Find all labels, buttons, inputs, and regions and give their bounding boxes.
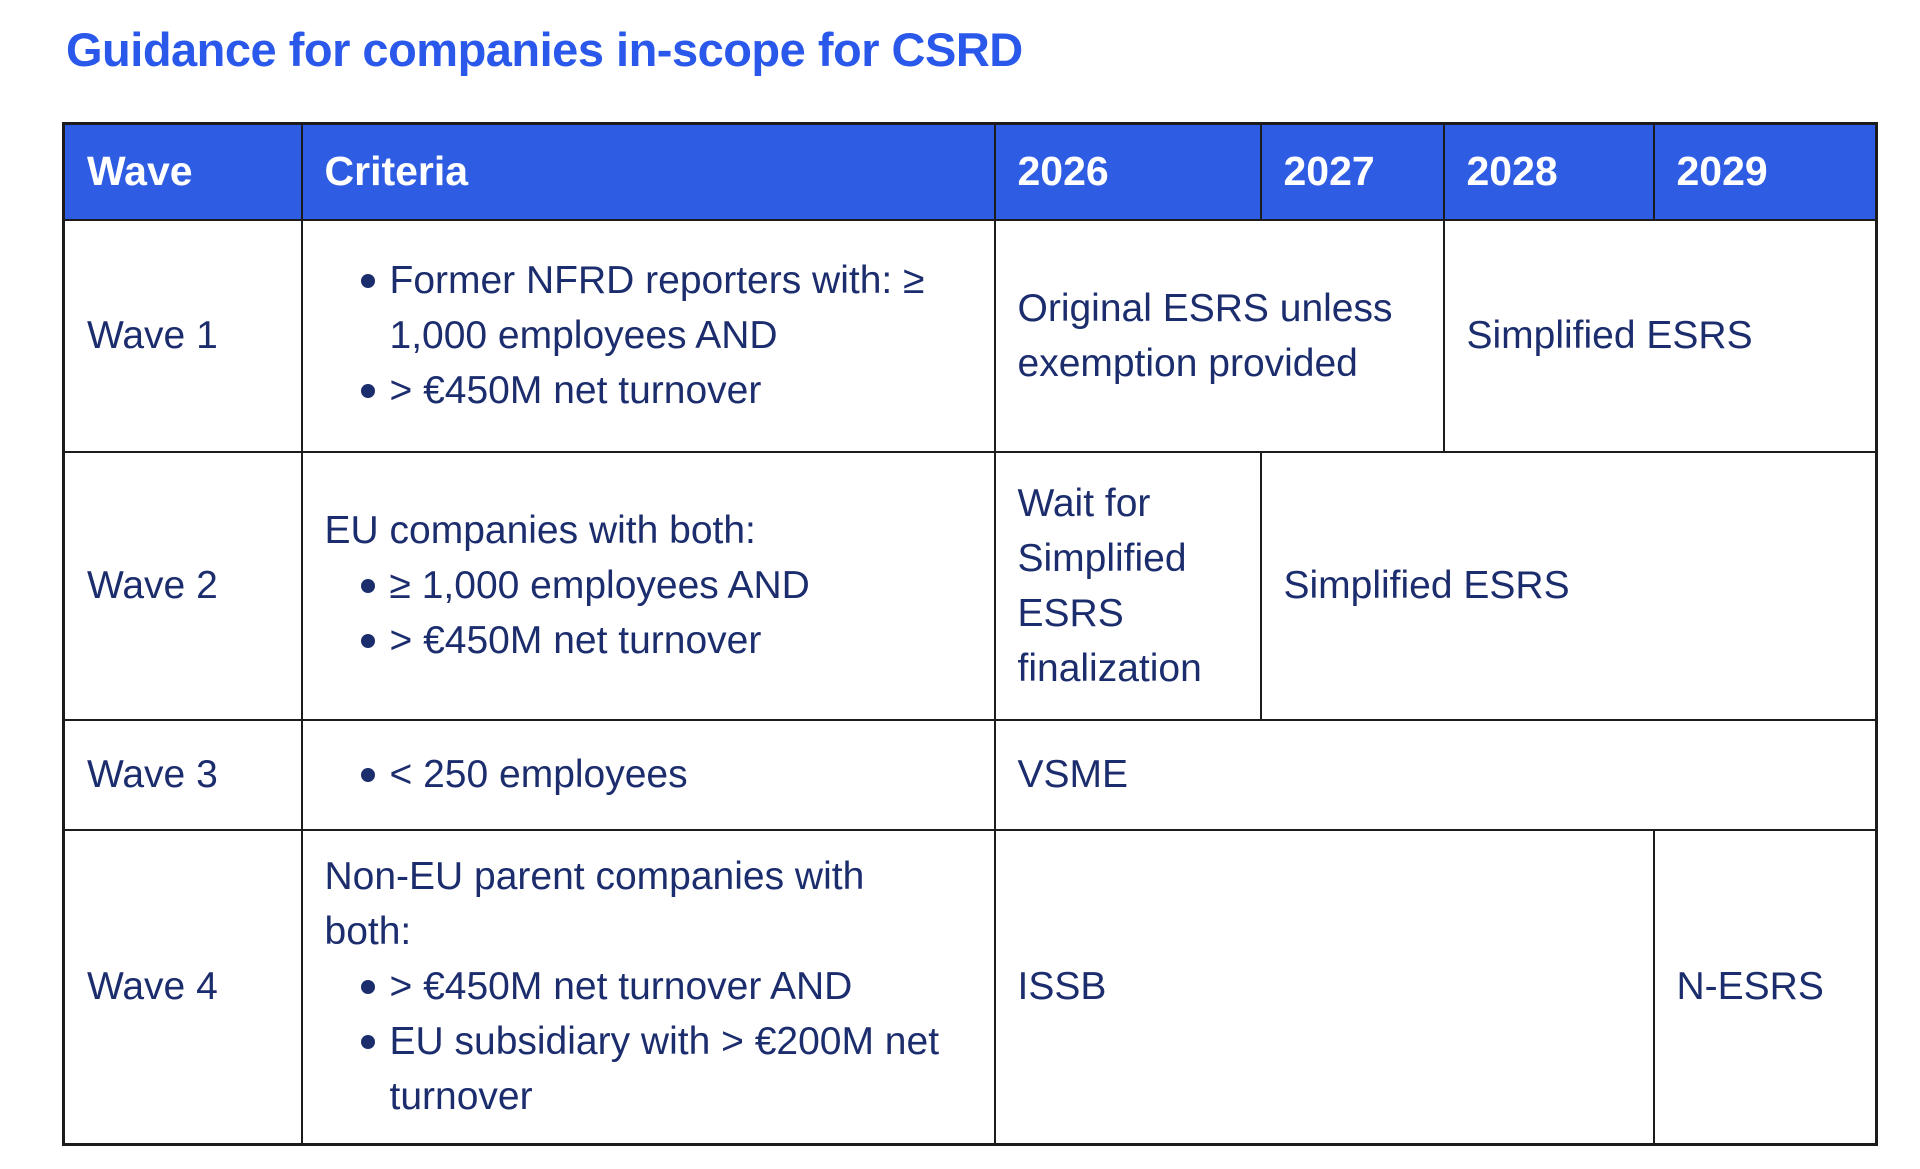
criteria-bullet: EU subsidiary with > €200M net turnover (360, 1014, 974, 1124)
criteria-bullet-text: < 250 employees (389, 753, 688, 796)
criteria-bullet-text: ≥ 1,000 employees AND (389, 564, 810, 607)
table-row: Wave 4 Non-EU parent companies with both… (62, 828, 1878, 1146)
wave-3-timeline-2026-2029: VSME (993, 718, 1878, 831)
table-header-row: Wave Criteria 2026 2027 2028 2029 (62, 122, 1878, 221)
criteria-bullet: > €450M net turnover (360, 363, 974, 418)
page-title: Guidance for companies in-scope for CSRD (66, 23, 1023, 76)
criteria-bullet-text: > €450M net turnover AND (389, 965, 853, 1009)
bullet-icon (360, 768, 375, 782)
criteria-intro: EU companies with both: (324, 509, 756, 552)
table-row: Wave 2 EU companies with both: ≥ 1,000 e… (62, 450, 1878, 721)
wave-3-label: Wave 3 (62, 718, 303, 831)
column-header-2029: 2029 (1652, 122, 1878, 221)
csrd-timeline-table: Wave Criteria 2026 2027 2028 2029 Wave 1… (62, 122, 1878, 1146)
bullet-icon (360, 274, 375, 288)
column-header-wave: Wave (62, 122, 303, 221)
wave-1-criteria: Former NFRD reporters with: ≥ 1,000 empl… (300, 218, 996, 453)
wave-4-criteria: Non-EU parent companies with both: > €45… (300, 828, 996, 1146)
wave-2-criteria: EU companies with both: ≥ 1,000 employee… (300, 450, 996, 721)
criteria-bullet: > €450M net turnover (360, 613, 974, 668)
criteria-bullet-text: Former NFRD reporters with: ≥ 1,000 empl… (389, 259, 925, 357)
wave-2-label: Wave 2 (62, 450, 303, 721)
wave-4-timeline-2026-2028: ISSB (993, 828, 1655, 1146)
column-header-2027: 2027 (1259, 122, 1445, 221)
wave-2-timeline-2027-2029: Simplified ESRS (1259, 450, 1878, 721)
criteria-bullet: < 250 employees (360, 747, 974, 802)
bullet-icon (360, 1035, 375, 1050)
wave-3-criteria: < 250 employees (300, 718, 996, 831)
wave-2-timeline-2026: Wait for Simplified ESRS finalization (993, 450, 1262, 721)
criteria-bullet-text: > €450M net turnover (389, 619, 762, 662)
column-header-criteria: Criteria (300, 122, 996, 221)
column-header-2028: 2028 (1442, 122, 1655, 221)
criteria-bullet: Former NFRD reporters with: ≥ 1,000 empl… (360, 253, 974, 363)
table-row: Wave 3 < 250 employees VSME (62, 718, 1878, 831)
bullet-icon (360, 980, 375, 995)
wave-1-timeline-2028-2029: Simplified ESRS (1442, 218, 1878, 453)
column-header-2026: 2026 (993, 122, 1262, 221)
criteria-intro: Non-EU parent companies with both: (324, 855, 865, 954)
wave-4-timeline-2029: N-ESRS (1652, 828, 1878, 1146)
wave-4-label: Wave 4 (62, 828, 303, 1146)
bullet-icon (360, 579, 375, 593)
wave-1-label: Wave 1 (62, 218, 303, 453)
criteria-bullet-text: > €450M net turnover (389, 369, 762, 412)
wave-1-timeline-2026-2027: Original ESRS unless exemption provided (993, 218, 1445, 453)
criteria-bullet: ≥ 1,000 employees AND (360, 558, 974, 613)
bullet-icon (360, 384, 375, 398)
table-row: Wave 1 Former NFRD reporters with: ≥ 1,0… (62, 218, 1878, 453)
bullet-icon (360, 634, 375, 648)
criteria-bullet-text: EU subsidiary with > €200M net turnover (389, 1020, 940, 1119)
criteria-bullet: > €450M net turnover AND (360, 959, 974, 1014)
